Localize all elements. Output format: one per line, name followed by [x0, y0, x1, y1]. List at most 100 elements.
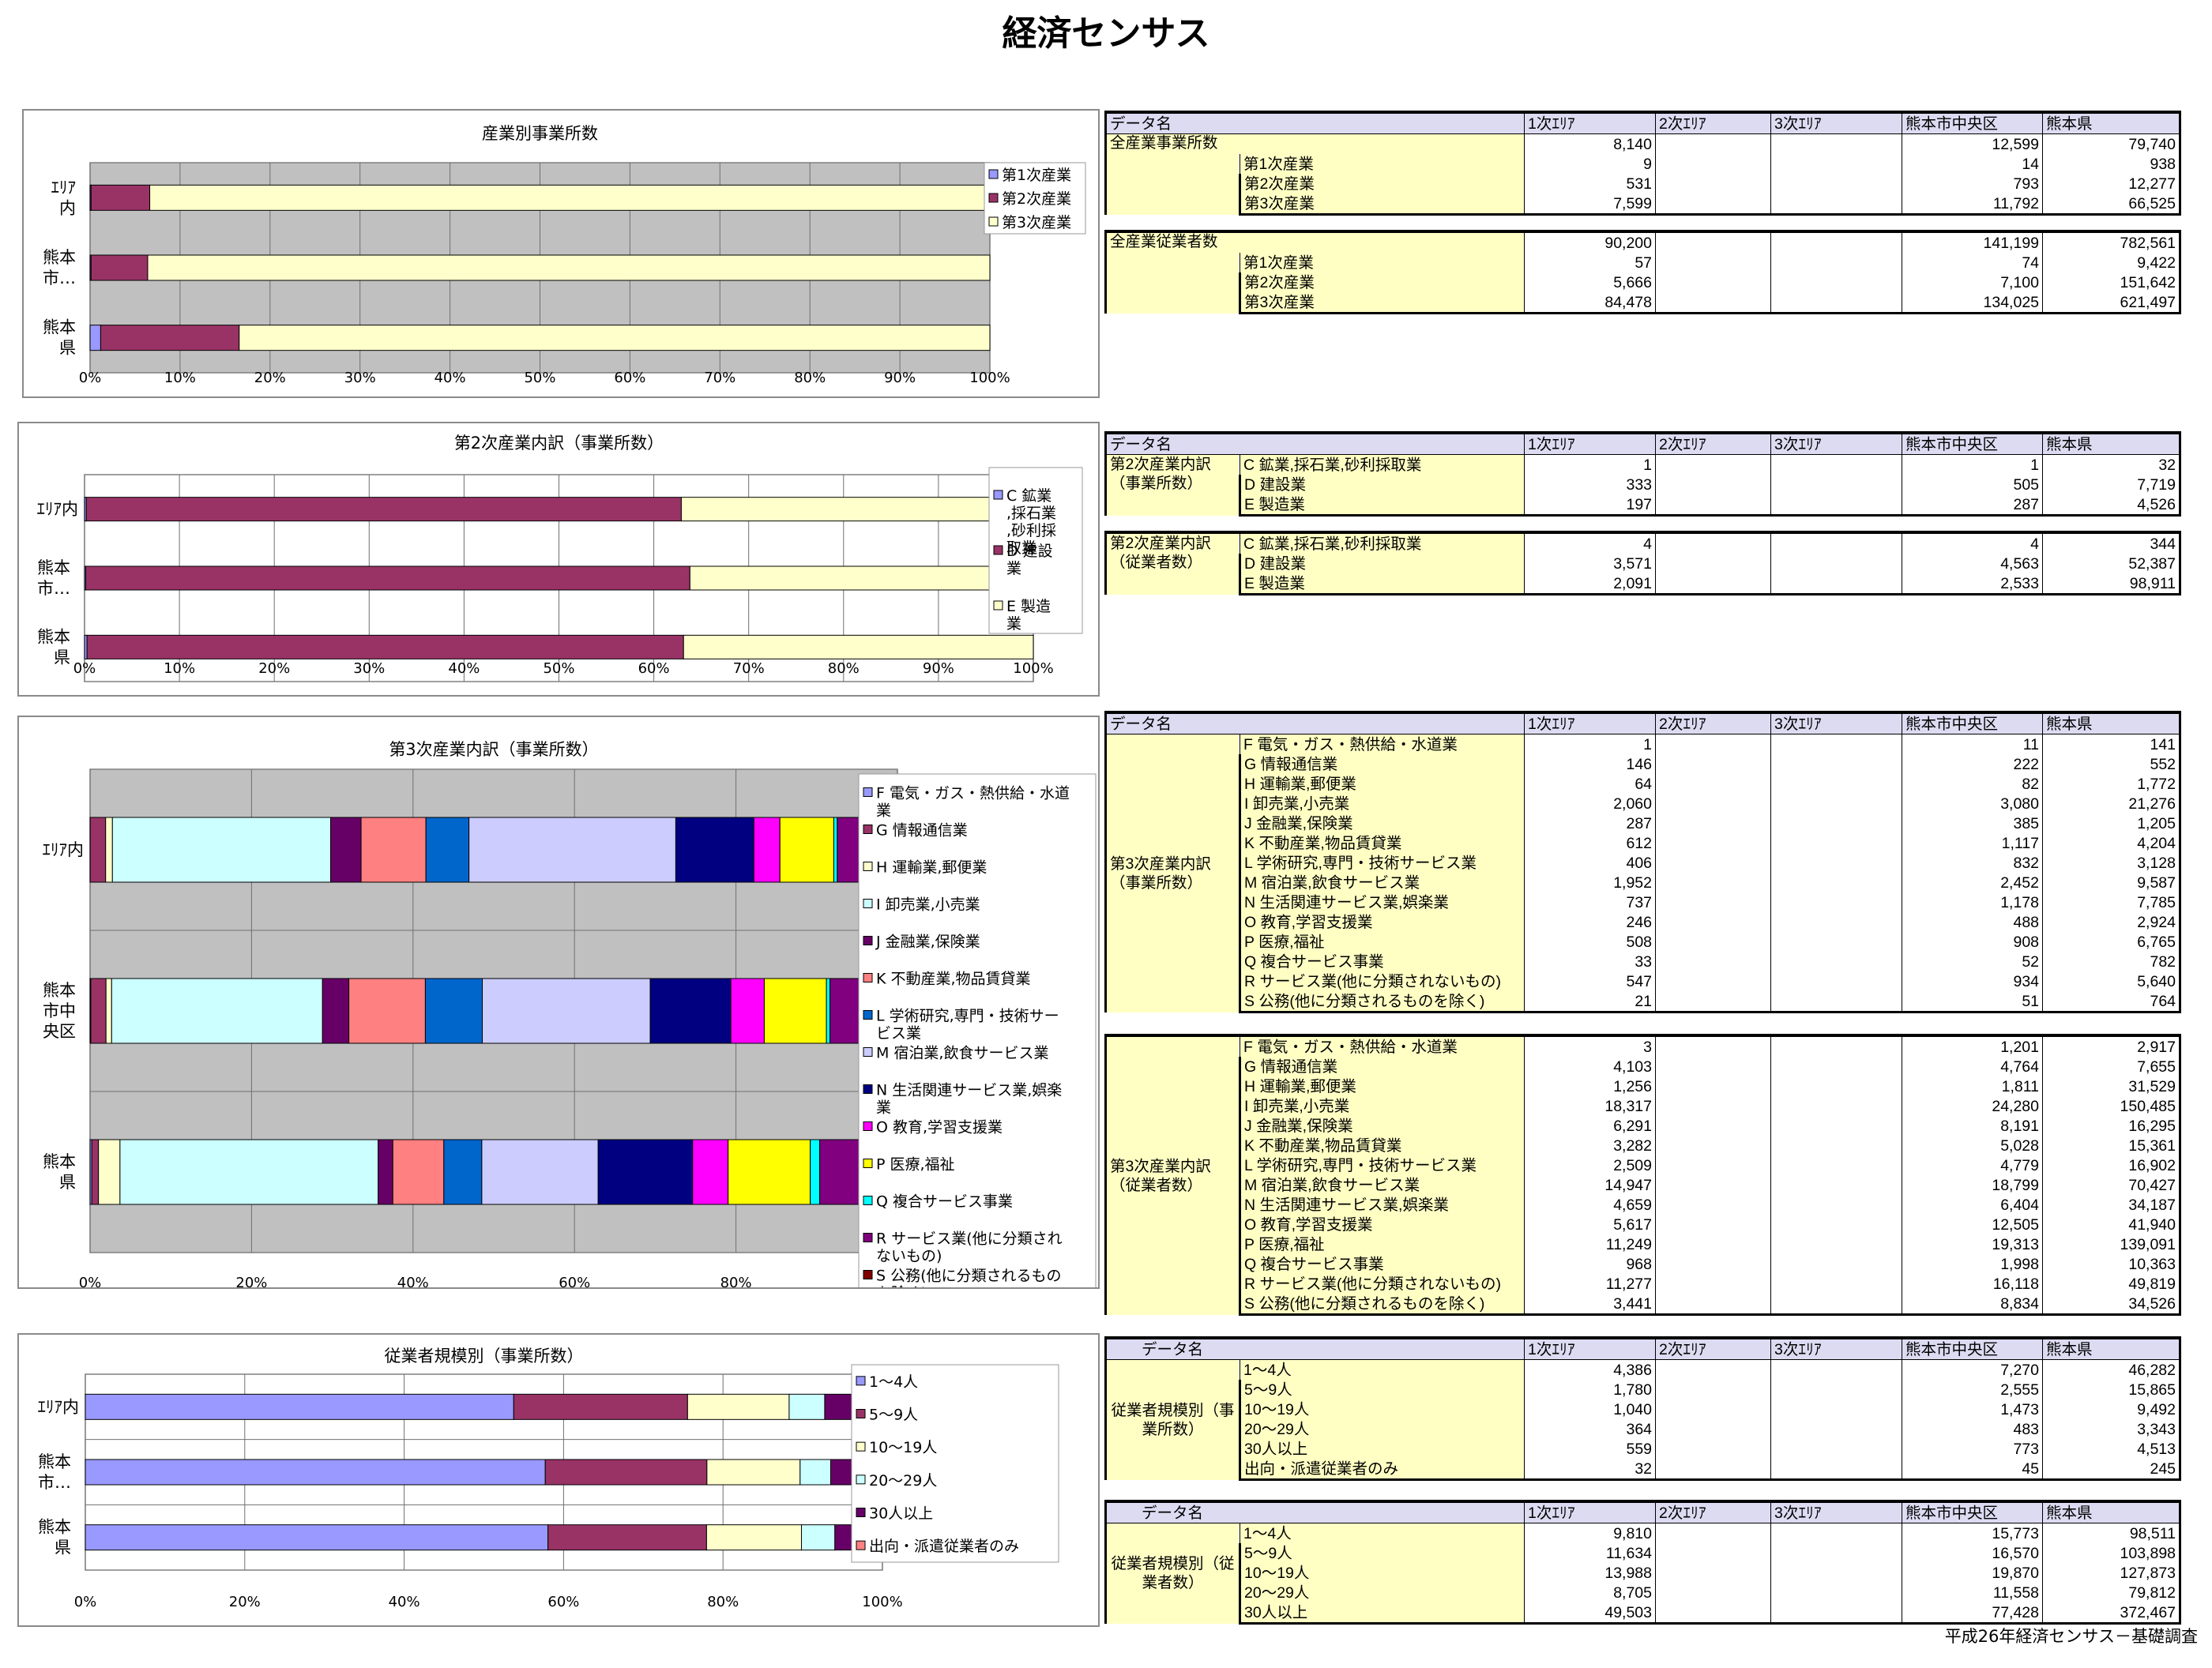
value-cell [1770, 1116, 1902, 1136]
table-row: 全産業従業者数 90,200 141,199 782,561 [1104, 231, 2182, 253]
row-label: D 建設業 [1238, 475, 1525, 494]
value-cell [1655, 873, 1771, 892]
chart-title: 第3次産業内訳（事業所数） [389, 740, 598, 759]
value-cell: 1,473 [1902, 1399, 2043, 1419]
bar-segment [649, 978, 732, 1044]
header-dataname: データ名 [1104, 711, 1525, 734]
group-spacer [1104, 154, 1240, 215]
value-cell [1655, 1543, 1771, 1563]
value-cell [1655, 1459, 1771, 1481]
value-cell: 197 [1524, 494, 1656, 517]
row-label: 5～9人 [1238, 1380, 1525, 1399]
legend-swatch [856, 1475, 866, 1485]
row-label: R サービス業(他に分類されないもの) [1239, 1274, 1525, 1294]
value-cell: 488 [1902, 912, 2043, 932]
value-cell: 45 [1902, 1459, 2043, 1481]
value-cell: 21 [1524, 991, 1656, 1013]
legend-swatch [988, 216, 999, 227]
chart-svg: 産業別事業所数 0% 10% 20% 30% 40% 50% 60% 70% 80% 90% 100%… [43, 124, 1086, 386]
table-row: D 建設業 3,571 4,563 52,387 [1106, 554, 2181, 573]
value-cell [1655, 1523, 1771, 1543]
value-cell [1770, 971, 1902, 991]
value-cell: 2,917 [2042, 1035, 2181, 1057]
value-cell: 51 [1902, 991, 2043, 1013]
legend-label: 1～4人 [869, 1373, 918, 1391]
value-cell: 559 [1524, 1439, 1656, 1459]
bar-segment [360, 817, 427, 883]
row-label: 1～4人 [1240, 1359, 1525, 1380]
x-tick-label: 10% [164, 370, 196, 386]
data-table-8: データ名 1次ｴﾘｱ 2次ｴﾘｱ 3次ｴﾘｱ 熊本市中央区 熊本県 従業者規模別（従業者数）… [1104, 1500, 2182, 1625]
value-cell [1770, 1294, 1902, 1316]
row-label: 30人以上 [1238, 1439, 1525, 1459]
value-cell [1770, 1543, 1902, 1563]
value-cell: 1,772 [2042, 774, 2182, 794]
x-tick-label: 90% [884, 370, 916, 386]
legend-label: N 生活関連サービス業,娯楽業 [876, 1082, 1062, 1117]
value-cell [1655, 1175, 1771, 1195]
legend-label: M 宿泊業,飲食サービス業 [876, 1045, 1048, 1062]
value-cell: 245 [2042, 1459, 2182, 1481]
value-cell: 57 [1524, 253, 1656, 272]
chart-4: 従業者規模別（事業所数） 0% 20% 40% 60% 80% 100% ｴﾘｱ内 熊本市… 熊本… [17, 1333, 1100, 1627]
value-cell: 139,091 [2042, 1234, 2181, 1254]
value-cell [1770, 1136, 1902, 1155]
value-cell [1655, 754, 1771, 774]
value-cell [1770, 1076, 1902, 1096]
value-cell [1770, 1155, 1902, 1175]
value-cell [1770, 1215, 1902, 1234]
value-cell: 4,204 [2042, 833, 2182, 853]
value-cell [1770, 1602, 1902, 1625]
value-cell [1655, 952, 1771, 971]
bar-segment [705, 1524, 802, 1551]
value-cell [1770, 774, 1902, 794]
row-label: L 学術研究,専門・技術サービス業 [1239, 1155, 1525, 1175]
legend-swatch [863, 1084, 873, 1094]
value-cell: 5,028 [1902, 1136, 2043, 1155]
table-row: M 宿泊業,飲食サービス業 1,952 2,452 9,587 [1106, 873, 2182, 892]
bar-segment [239, 325, 991, 351]
value-cell [1770, 734, 1902, 754]
group-label: 第3次産業内訳（従業者数） [1104, 1035, 1240, 1315]
bar-segment [689, 565, 1034, 591]
value-cell [1655, 1439, 1771, 1459]
table-row: L 学術研究,専門・技術サービス業 2,509 4,779 16,902 [1106, 1155, 2181, 1175]
legend-label: C 鉱業,採石業,砂利採取業 [1006, 487, 1056, 557]
header-col: 熊本市中央区 [1902, 1500, 2043, 1523]
bar-segment [706, 1459, 801, 1486]
bar-segment [85, 1393, 514, 1420]
table-row: 10～19人 13,988 19,870 127,873 [1106, 1563, 2182, 1583]
x-tick-label: 20% [229, 1594, 261, 1610]
legend-swatch [863, 1010, 873, 1020]
legend-label: 第2次産業 [1002, 190, 1071, 208]
category-label: 熊本県 [43, 318, 76, 358]
row-label: N 生活関連サービス業,娯楽業 [1239, 1195, 1525, 1215]
value-cell [1770, 1399, 1902, 1419]
value-cell [1770, 1563, 1902, 1583]
value-cell [1655, 1035, 1771, 1057]
value-cell [1655, 1399, 1771, 1419]
value-cell: 12,505 [1902, 1215, 2043, 1234]
bar-segment [119, 1139, 379, 1205]
table-row: 第1次産業 9 14 938 [1104, 154, 2182, 215]
value-cell: 16,570 [1902, 1543, 2043, 1563]
row-label: G 情報通信業 [1239, 1057, 1525, 1076]
value-cell: 2,924 [2042, 912, 2182, 932]
header-col: 2次ｴﾘｱ [1655, 111, 1771, 134]
group-label: 第2次産業内訳（事業所数） [1104, 454, 1240, 516]
bar-segment [833, 817, 838, 883]
bar-segment [547, 1524, 707, 1551]
row-label: K 不動産業,物品賃貸業 [1238, 833, 1525, 853]
header-col: 熊本県 [2042, 111, 2182, 134]
legend-swatch [863, 899, 873, 908]
bar-segment [680, 497, 1034, 522]
table-row: 第2次産業内訳（事業所数） C 鉱業,採石業,砂利採取業 1 1 32 [1104, 454, 2182, 516]
legend-label: 20～29人 [869, 1472, 937, 1490]
bar-segment [826, 978, 831, 1044]
value-cell: 968 [1524, 1254, 1656, 1274]
value-cell: 32 [1524, 1459, 1656, 1481]
value-cell: 508 [1524, 932, 1656, 952]
x-tick-label: 50% [524, 370, 555, 386]
value-cell: 79,812 [2042, 1583, 2182, 1602]
value-cell: 141 [2042, 734, 2182, 754]
